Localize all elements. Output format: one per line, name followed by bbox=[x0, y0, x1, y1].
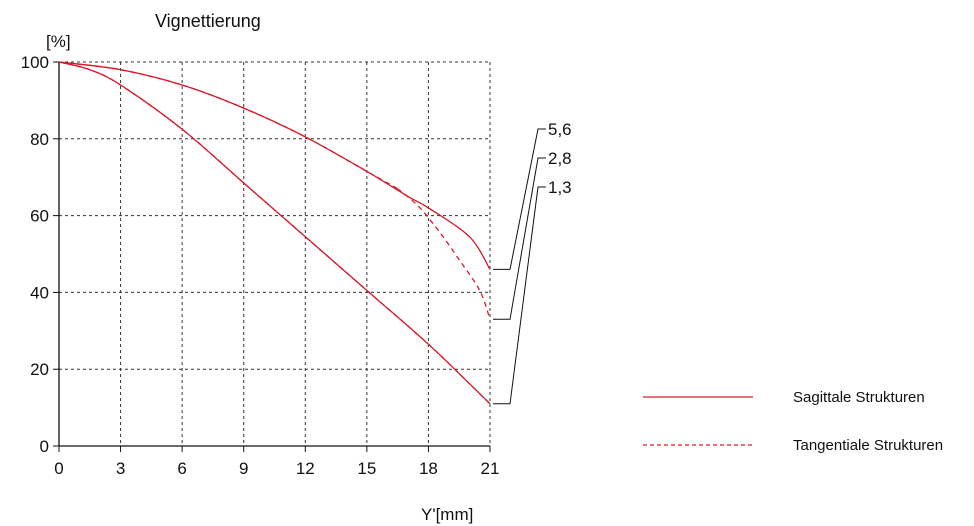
x-tick-label: 21 bbox=[481, 459, 500, 478]
y-tick-label: 40 bbox=[30, 283, 49, 302]
x-axis-label: Y'[mm] bbox=[421, 505, 473, 524]
y-tick-label: 20 bbox=[30, 360, 49, 379]
curve-5-6-tangential bbox=[58, 61, 398, 190]
x-tick-label: 15 bbox=[357, 459, 376, 478]
curve-1-3-tangential bbox=[58, 61, 491, 405]
curve-5-6-sagittal bbox=[58, 61, 491, 270]
y-tick-label: 0 bbox=[40, 437, 49, 456]
x-tick-label: 18 bbox=[419, 459, 438, 478]
y-tick-label: 60 bbox=[30, 207, 49, 226]
curves bbox=[58, 61, 491, 405]
aperture-leader bbox=[493, 186, 546, 405]
curve-1-3-sagittal bbox=[58, 61, 491, 405]
x-tick-label: 6 bbox=[177, 459, 186, 478]
aperture-leader bbox=[493, 128, 546, 270]
aperture-label: 2,8 bbox=[548, 149, 572, 168]
chart-title: Vignettierung bbox=[155, 11, 261, 31]
y-tick-label: 100 bbox=[21, 53, 49, 72]
x-tick-label: 12 bbox=[296, 459, 315, 478]
aperture-leader bbox=[493, 157, 546, 320]
x-tick-label: 3 bbox=[116, 459, 125, 478]
aperture-label: 5,6 bbox=[548, 120, 572, 139]
legend-label-solid: Sagittale Strukturen bbox=[793, 389, 925, 406]
axes: 0 3 6 9 12 15 18 21 0 20 40 60 80 100 bbox=[21, 53, 500, 478]
y-tick-label: 80 bbox=[30, 130, 49, 149]
x-tick-label: 0 bbox=[54, 459, 63, 478]
grid bbox=[59, 61, 491, 446]
y-axis-label: [%] bbox=[46, 32, 71, 51]
aperture-label: 1,3 bbox=[548, 178, 572, 197]
curve-2-8-tangential bbox=[397, 188, 491, 320]
legend: Sagittale Strukturen Tangentiale Struktur… bbox=[643, 389, 943, 454]
aperture-leaders: 5,6 2,8 1,3 bbox=[493, 120, 572, 405]
legend-label-dashed: Tangentiale Strukturen bbox=[793, 437, 943, 454]
x-tick-label: 9 bbox=[239, 459, 248, 478]
